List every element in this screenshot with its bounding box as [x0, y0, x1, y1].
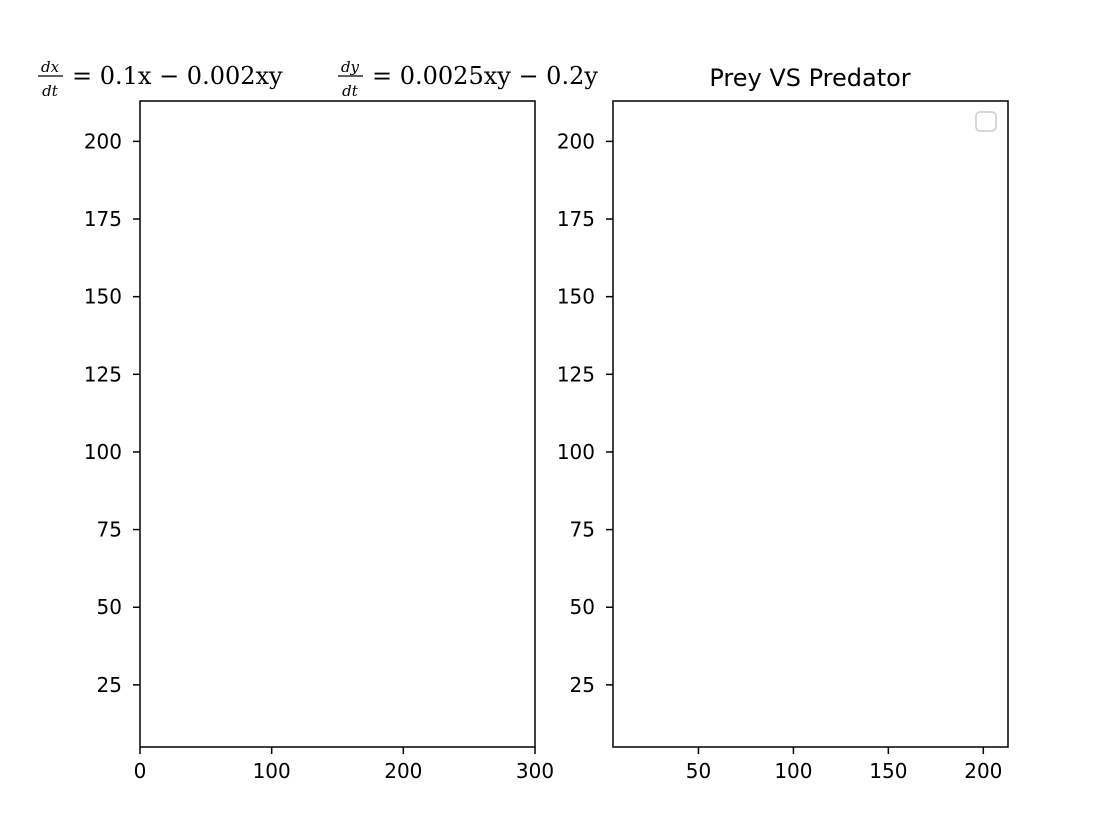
right-axis-x-tick-label: 200: [964, 759, 1002, 783]
title-frac1-numerator: dx: [41, 58, 60, 76]
left-axis-y-tick-label: 150: [84, 285, 122, 309]
right-axis-y-tick-label: 50: [570, 595, 595, 619]
left-axis-y-tick-label: 175: [84, 207, 122, 231]
title-frac2-numerator: dy: [341, 58, 360, 76]
left-axis-x-tick-label: 200: [384, 759, 422, 783]
left-axis-x-tick-label: 100: [253, 759, 291, 783]
right-axis-y-tick-label: 25: [570, 673, 595, 697]
left-axis-y-tick-label: 75: [97, 518, 122, 542]
right-axis-y-tick-label: 175: [557, 207, 595, 231]
title-equation1: = 0.1x − 0.002xy: [72, 62, 283, 90]
title-equation2: = 0.0025xy − 0.2y: [372, 62, 598, 90]
right-axis-x-tick-label: 150: [869, 759, 907, 783]
right-axis-frame: [612, 100, 1009, 748]
left-axis-y-tick-label: 50: [97, 595, 122, 619]
right-chart-title: Prey VS Predator: [709, 64, 910, 92]
title-frac1-denominator: dt: [42, 82, 59, 100]
right-axis-y-tick-label: 150: [557, 285, 595, 309]
left-axis-y-tick-label: 25: [97, 673, 122, 697]
right-axis-x-tick-label: 100: [774, 759, 812, 783]
right-axis-y-tick-label: 100: [557, 440, 595, 464]
right-axis-x-tick-label: 50: [686, 759, 711, 783]
left-axis-y-tick-label: 200: [84, 129, 122, 153]
left-axis-x-tick-label: 0: [134, 759, 147, 783]
right-axis-y-tick-label: 125: [557, 362, 595, 386]
left-chart-title: dx dt = 0.1x − 0.002xy dy dt = 0.0025xy …: [38, 58, 598, 100]
right-axis-y-tick-label: 200: [557, 129, 595, 153]
right-axis-y-tick-label: 75: [570, 518, 595, 542]
left-axis-y-tick-label: 125: [84, 362, 122, 386]
left-axis-x-tick-label: 300: [516, 759, 554, 783]
left-axis-frame: [139, 100, 536, 748]
empty-legend-box: [975, 111, 997, 132]
right-plot-axes: 50 100 150 200 25 50 75 100 125 150 175 200: [557, 100, 1009, 783]
left-plot-axes: 0 100 200 300 25 50 75 100 125 150 175 200: [84, 100, 554, 783]
title-frac2-denominator: dt: [342, 82, 359, 100]
left-axis-y-tick-label: 100: [84, 440, 122, 464]
